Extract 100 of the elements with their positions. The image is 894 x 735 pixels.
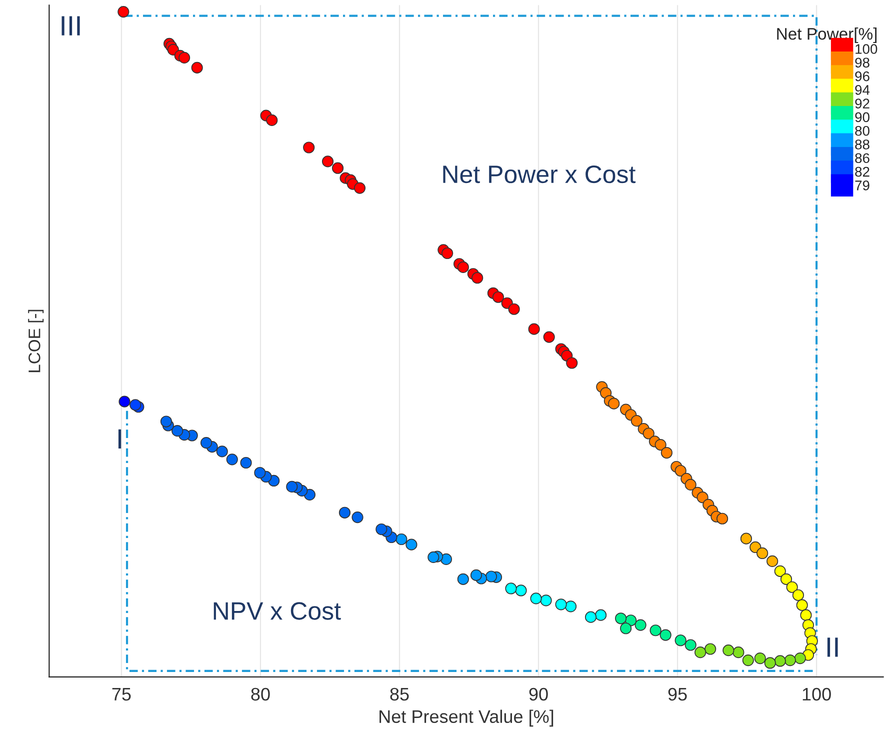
point xyxy=(160,416,172,428)
point xyxy=(354,182,366,194)
point xyxy=(406,538,418,550)
point xyxy=(508,303,520,315)
point xyxy=(472,272,484,284)
x-tick-label: 90 xyxy=(529,688,548,701)
x-tick-label: 95 xyxy=(668,688,687,701)
point xyxy=(564,600,577,612)
point xyxy=(396,533,408,546)
point xyxy=(642,428,654,440)
legend-label: 88 xyxy=(855,140,870,150)
point xyxy=(191,62,203,74)
point xyxy=(654,439,666,451)
point xyxy=(515,584,527,596)
x-tick-label: 80 xyxy=(251,688,270,701)
point xyxy=(774,565,786,577)
point xyxy=(226,454,238,466)
point xyxy=(118,6,130,18)
point xyxy=(786,581,798,593)
point xyxy=(684,639,696,651)
annotation: II xyxy=(827,638,838,657)
point xyxy=(540,594,552,606)
annotation: I xyxy=(118,429,122,449)
point xyxy=(634,619,646,631)
point xyxy=(800,609,812,621)
legend-label: 100 xyxy=(856,44,878,54)
point xyxy=(704,643,716,655)
point xyxy=(492,291,504,303)
x-tick-label: 75 xyxy=(112,688,131,701)
point xyxy=(650,624,662,636)
point xyxy=(615,612,627,624)
point xyxy=(594,609,607,621)
point xyxy=(740,532,752,544)
y-axis-title: LCOE [-] xyxy=(28,310,44,372)
x-tick-label: 100 xyxy=(802,688,831,701)
point xyxy=(566,357,578,369)
point xyxy=(684,478,696,491)
point xyxy=(660,446,672,459)
point xyxy=(620,622,632,634)
point xyxy=(167,44,179,56)
annotation: Net Power x Cost xyxy=(443,165,636,184)
point xyxy=(172,425,184,437)
point xyxy=(660,629,672,641)
point xyxy=(457,261,469,274)
point xyxy=(322,156,334,168)
point xyxy=(716,512,728,524)
point xyxy=(584,611,597,623)
point xyxy=(118,396,130,408)
annotation: NPV x Cost xyxy=(214,602,341,620)
point xyxy=(457,573,469,585)
point xyxy=(608,398,620,410)
point xyxy=(428,551,440,564)
point xyxy=(754,652,766,664)
point xyxy=(780,573,792,585)
legend-label: 96 xyxy=(855,71,870,82)
legend-label: 86 xyxy=(855,153,870,164)
x-tick-label: 85 xyxy=(390,688,409,701)
point xyxy=(764,657,776,669)
point xyxy=(794,652,806,664)
point xyxy=(543,331,555,343)
point xyxy=(756,547,768,560)
legend-label: 82 xyxy=(855,166,870,177)
point xyxy=(470,569,482,581)
point xyxy=(505,582,517,594)
point xyxy=(332,162,344,174)
point xyxy=(266,114,278,126)
point xyxy=(376,523,388,536)
point xyxy=(240,456,252,469)
legend-label: 90 xyxy=(855,112,870,122)
legend-label: 79 xyxy=(855,180,870,190)
point xyxy=(528,323,540,335)
point xyxy=(440,553,452,566)
annotation: III xyxy=(62,16,80,36)
point xyxy=(732,646,744,658)
legend-label: 94 xyxy=(855,85,870,95)
x-axis-title: Net Present Value [%] xyxy=(380,710,554,727)
legend-label: 92 xyxy=(855,98,870,108)
point xyxy=(303,142,315,154)
point xyxy=(796,599,808,611)
point xyxy=(774,655,786,667)
point xyxy=(286,480,298,493)
point xyxy=(555,598,567,610)
legend-label: 80 xyxy=(855,126,870,136)
point xyxy=(674,634,686,646)
point xyxy=(200,437,212,449)
point xyxy=(696,492,708,504)
point xyxy=(530,592,542,604)
point xyxy=(694,646,706,658)
point xyxy=(130,399,142,411)
point xyxy=(216,446,228,458)
point xyxy=(442,247,454,260)
point xyxy=(352,512,364,524)
point xyxy=(485,570,498,582)
point xyxy=(254,466,266,479)
point xyxy=(338,506,351,518)
point xyxy=(784,654,796,666)
point xyxy=(792,589,804,601)
point xyxy=(178,52,190,64)
point xyxy=(742,654,754,666)
legend-title: Net Power[%] xyxy=(777,27,877,44)
